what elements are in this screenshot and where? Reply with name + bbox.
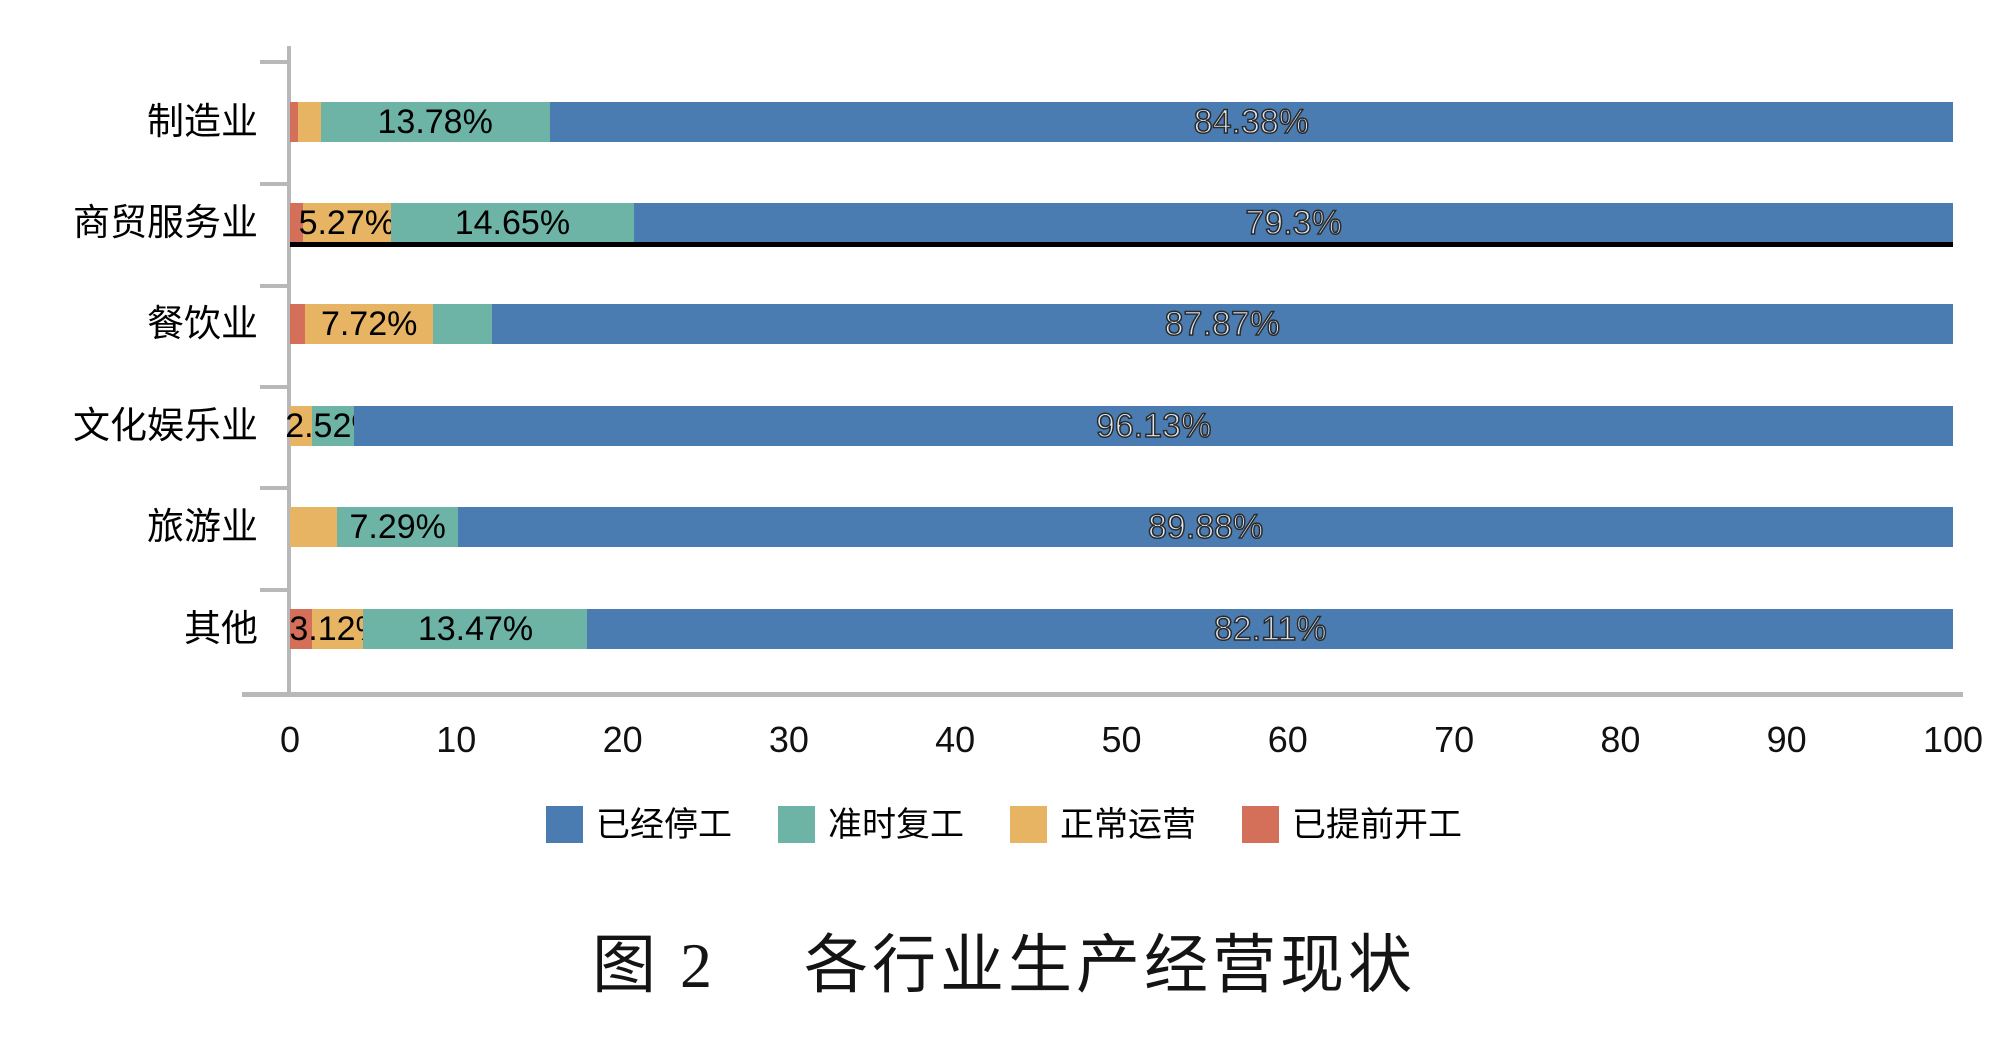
legend-swatch	[1010, 806, 1047, 843]
x-tick-label: 70	[1434, 719, 1475, 760]
bar-value-label: 14.65%	[454, 203, 571, 242]
bar-segment: 13.47%	[363, 608, 588, 649]
legend: 已经停工 准时复工 正常运营 已提前开工	[0, 806, 2008, 843]
legend-label: 准时复工	[828, 805, 964, 844]
legend-item: 准时复工	[778, 806, 964, 843]
bar-value-label: 13.47%	[417, 609, 534, 648]
x-tick-label: 80	[1600, 719, 1641, 760]
bar-segment	[290, 304, 305, 345]
legend-item: 正常运营	[1010, 806, 1196, 843]
x-tick-label: 40	[935, 719, 976, 760]
highlight-underline	[290, 241, 1953, 247]
legend-item: 已提前开工	[1242, 806, 1462, 843]
legend-label: 已提前开工	[1292, 805, 1462, 844]
y-axis-line	[287, 46, 291, 697]
bar-value-label: 87.87%	[1164, 305, 1281, 344]
category-label: 商贸服务业	[73, 201, 258, 243]
legend-item: 已经停工	[546, 806, 732, 843]
bar-row: 13.78% 84.38%	[290, 101, 1953, 142]
x-tick-label: 30	[768, 719, 809, 760]
bar-segment: 3.12%	[289, 608, 386, 649]
bar-row: 2.52% 96.13%	[285, 405, 1953, 446]
bar-segment	[433, 304, 492, 345]
bar-value-label: 82.11%	[1213, 609, 1327, 648]
bar-segment	[290, 101, 299, 142]
bar-segment: 5.27%	[299, 202, 395, 243]
category-label: 旅游业	[147, 506, 258, 548]
bar-row: 7.72% 87.87%	[290, 304, 1953, 345]
bar-segment	[290, 405, 313, 446]
bar-segment: 89.88%	[458, 507, 1953, 548]
bar-segment: 2.52%	[285, 405, 382, 446]
legend-label: 正常运营	[1060, 805, 1196, 844]
bar-value-label: 5.27%	[298, 203, 395, 242]
bar-segment	[290, 507, 338, 548]
category-label: 文化娱乐业	[73, 404, 258, 446]
y-axis-tick	[260, 60, 288, 64]
category-label: 其他	[184, 607, 258, 649]
bar-value-label: 84.38%	[1193, 102, 1310, 141]
x-tick-label: 20	[602, 719, 643, 760]
legend-swatch	[546, 806, 583, 843]
bar-segment: 87.87%	[491, 304, 1953, 345]
bar-segment	[290, 608, 312, 649]
bar-row: 3.12% 13.47% 82.11%	[289, 608, 1953, 649]
bar-value-label: 89.88%	[1147, 508, 1264, 547]
bar-value-label: 13.78%	[377, 102, 493, 141]
bar-segment: 96.13%	[354, 405, 1953, 446]
x-tick-label: 50	[1101, 719, 1142, 760]
plot-area: 13.78% 84.38% 5.27% 14.65% 79.3% 7.72% 87.87% 2…	[242, 46, 1963, 697]
x-tick-label: 10	[436, 719, 477, 760]
legend-swatch	[778, 806, 815, 843]
x-tick-label: 0	[279, 719, 301, 760]
bar-value-label: 7.29%	[349, 508, 446, 547]
bar-value-label: 79.3%	[1245, 203, 1343, 242]
legend-swatch	[1242, 806, 1279, 843]
bar-segment: 13.78%	[320, 101, 550, 142]
bar-segment: 84.38%	[549, 101, 1953, 142]
y-axis-tick	[260, 385, 288, 389]
bar-segment: 82.11%	[587, 608, 1953, 649]
legend-label: 已经停工	[596, 805, 732, 844]
x-tick-label: 90	[1766, 719, 1807, 760]
bar-segment: 7.29%	[337, 507, 459, 548]
y-axis-tick	[260, 587, 288, 592]
y-axis-tick	[260, 283, 288, 288]
x-axis-line	[242, 692, 1963, 697]
bar-segment	[290, 202, 303, 243]
category-label: 制造业	[147, 100, 258, 142]
chart-title: 图 2 各行业生产经营现状	[592, 930, 1416, 1001]
bar-value-label: 7.72%	[320, 305, 418, 344]
bar-segment: 79.3%	[634, 202, 1953, 243]
x-tick-label: 100	[1922, 719, 1984, 760]
bar-row: 5.27% 14.65% 79.3%	[290, 202, 1953, 243]
category-label: 餐饮业	[147, 303, 258, 345]
bar-segment	[298, 101, 321, 142]
x-tick-label: 60	[1267, 719, 1308, 760]
y-axis-tick	[260, 182, 288, 187]
bar-segment: 7.72%	[304, 304, 434, 345]
y-axis-tick	[260, 486, 288, 491]
bar-row: 7.29% 89.88%	[290, 507, 1953, 548]
bar-value-label: 96.13%	[1095, 406, 1212, 445]
bar-segment: 14.65%	[390, 202, 635, 243]
